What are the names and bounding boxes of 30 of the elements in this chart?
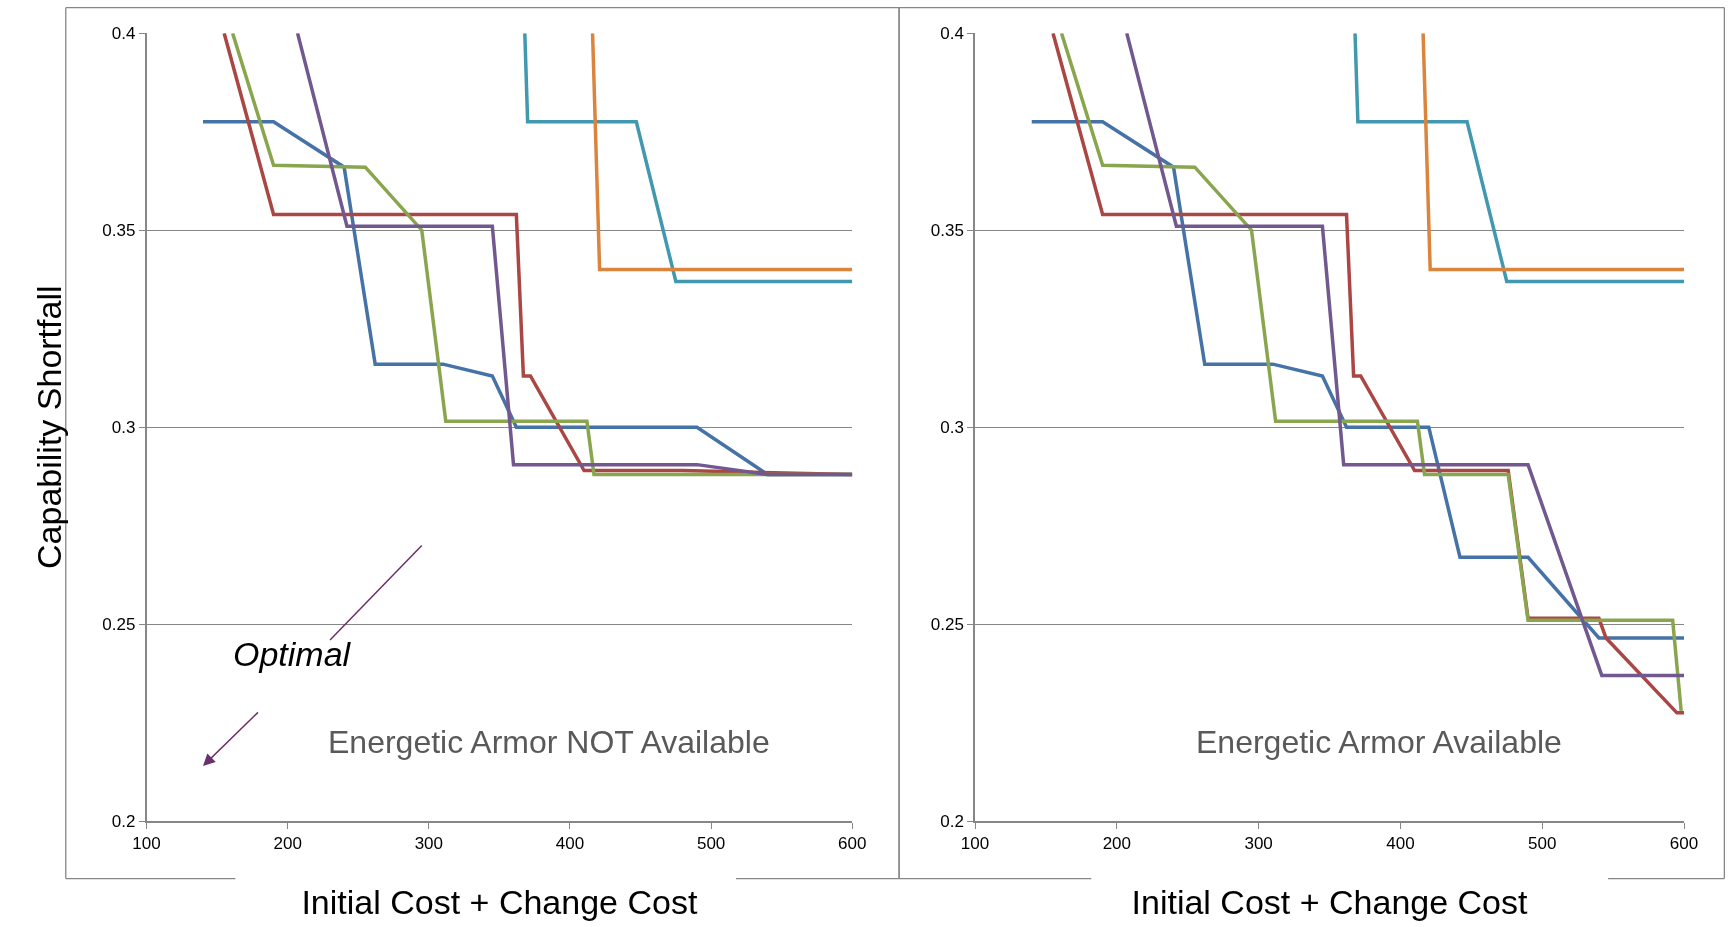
y-tick-label: 0.4 bbox=[111, 24, 136, 44]
x-tick-label: 400 bbox=[1386, 834, 1415, 854]
line-series bbox=[1124, 33, 1685, 678]
y-tick-label: 0.35 bbox=[102, 221, 136, 241]
x-tick-label: 500 bbox=[1528, 834, 1557, 854]
x-tick-label: 400 bbox=[555, 834, 585, 854]
annotation: Energetic Armor NOT Available bbox=[328, 724, 770, 760]
x-tick-label: 100 bbox=[960, 834, 990, 854]
annotation: Energetic Armor Available bbox=[1196, 724, 1562, 760]
y-tick-label: 0.35 bbox=[930, 221, 964, 241]
x-tick-label: 200 bbox=[1102, 834, 1132, 854]
y-axis-title: Capability Shortfall bbox=[30, 285, 69, 569]
x-axis-title: Initial Cost + Change Cost bbox=[1131, 883, 1529, 922]
annotation: Optimal bbox=[233, 635, 352, 673]
x-tick-label: 200 bbox=[273, 834, 302, 854]
x-tick-label: 100 bbox=[132, 834, 161, 854]
x-tick-label: 600 bbox=[838, 834, 867, 854]
x-tick-label: 300 bbox=[1244, 834, 1273, 854]
x-tick-label: 300 bbox=[414, 834, 444, 854]
y-tick-label: 0.4 bbox=[940, 24, 964, 44]
y-tick-label: 0.2 bbox=[940, 812, 964, 832]
y-tick-label: 0.25 bbox=[102, 615, 136, 635]
y-tick-label: 0.2 bbox=[111, 812, 136, 832]
y-tick-label: 0.25 bbox=[930, 615, 964, 635]
x-axis-title: Initial Cost + Change Cost bbox=[301, 883, 698, 922]
y-tick-label: 0.3 bbox=[111, 418, 136, 438]
y-tick-label: 0.3 bbox=[940, 418, 964, 438]
x-tick-label: 500 bbox=[696, 834, 726, 854]
x-tick-label: 600 bbox=[1669, 834, 1699, 854]
line-series bbox=[1029, 120, 1685, 640]
